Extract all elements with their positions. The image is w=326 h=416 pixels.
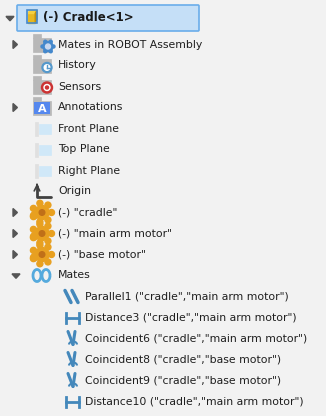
Circle shape xyxy=(44,65,50,70)
Circle shape xyxy=(45,259,51,265)
Circle shape xyxy=(37,200,43,206)
Circle shape xyxy=(41,82,52,93)
Text: Coincident8 ("cradle","base motor"): Coincident8 ("cradle","base motor") xyxy=(85,354,281,364)
Text: Origin: Origin xyxy=(58,186,91,196)
Polygon shape xyxy=(13,104,17,111)
Polygon shape xyxy=(13,40,17,49)
Circle shape xyxy=(30,226,37,233)
Polygon shape xyxy=(13,250,17,258)
Polygon shape xyxy=(13,230,17,238)
Bar xyxy=(39,144,51,154)
Polygon shape xyxy=(28,13,35,22)
Text: Distance10 ("cradle","main arm motor"): Distance10 ("cradle","main arm motor") xyxy=(85,396,304,406)
Circle shape xyxy=(37,240,43,246)
FancyBboxPatch shape xyxy=(17,5,199,31)
Circle shape xyxy=(31,233,37,240)
Circle shape xyxy=(35,248,49,262)
Circle shape xyxy=(44,40,47,43)
Text: History: History xyxy=(58,60,97,70)
Text: Parallel1 ("cradle","main arm motor"): Parallel1 ("cradle","main arm motor") xyxy=(85,292,289,302)
Text: Annotations: Annotations xyxy=(58,102,123,112)
Circle shape xyxy=(49,210,54,215)
Circle shape xyxy=(30,248,37,253)
Circle shape xyxy=(31,254,37,261)
Bar xyxy=(34,102,50,114)
Bar xyxy=(33,59,51,72)
Circle shape xyxy=(44,50,47,53)
Circle shape xyxy=(46,86,49,89)
Circle shape xyxy=(37,242,43,248)
Text: Top Plane: Top Plane xyxy=(58,144,110,154)
Circle shape xyxy=(52,45,55,48)
Text: (-) Cradle<1>: (-) Cradle<1> xyxy=(43,12,134,25)
Bar xyxy=(33,101,51,114)
Bar xyxy=(39,124,51,134)
Circle shape xyxy=(49,40,52,43)
Circle shape xyxy=(31,212,37,219)
Circle shape xyxy=(41,45,44,48)
Text: Mates in ROBOT Assembly: Mates in ROBOT Assembly xyxy=(58,40,202,50)
Bar xyxy=(33,97,41,101)
Circle shape xyxy=(39,252,45,258)
Circle shape xyxy=(37,261,43,267)
Polygon shape xyxy=(13,208,17,216)
Bar xyxy=(35,143,38,156)
Circle shape xyxy=(45,223,51,229)
Text: (-) "cradle": (-) "cradle" xyxy=(58,208,117,218)
Bar xyxy=(39,166,51,176)
Polygon shape xyxy=(12,274,20,278)
Text: A: A xyxy=(38,104,46,114)
Polygon shape xyxy=(35,10,37,22)
Text: Sensors: Sensors xyxy=(58,82,101,92)
Text: Distance3 ("cradle","main arm motor"): Distance3 ("cradle","main arm motor") xyxy=(85,312,297,322)
Text: Mates: Mates xyxy=(58,270,91,280)
Text: Right Plane: Right Plane xyxy=(58,166,120,176)
Bar xyxy=(35,163,38,178)
Bar xyxy=(33,37,51,52)
Bar xyxy=(33,79,51,94)
Bar xyxy=(33,76,41,80)
Bar xyxy=(35,121,38,136)
Text: (-) "main arm motor": (-) "main arm motor" xyxy=(58,228,172,238)
Circle shape xyxy=(45,244,51,250)
Circle shape xyxy=(35,206,49,220)
Circle shape xyxy=(30,255,37,262)
Circle shape xyxy=(30,206,37,211)
Circle shape xyxy=(35,226,49,240)
Circle shape xyxy=(39,210,45,215)
Text: Front Plane: Front Plane xyxy=(58,124,119,134)
Bar xyxy=(33,55,41,59)
Polygon shape xyxy=(28,10,37,13)
Text: (-) "base motor": (-) "base motor" xyxy=(58,250,146,260)
Circle shape xyxy=(44,84,50,91)
Circle shape xyxy=(49,230,54,237)
Text: Coincident6 ("cradle","main arm motor"): Coincident6 ("cradle","main arm motor") xyxy=(85,334,307,344)
Polygon shape xyxy=(6,16,14,21)
Circle shape xyxy=(46,44,51,49)
Text: Coincident9 ("cradle","base motor"): Coincident9 ("cradle","base motor") xyxy=(85,376,281,386)
Circle shape xyxy=(43,42,53,52)
Circle shape xyxy=(49,50,52,53)
Circle shape xyxy=(30,235,37,240)
Circle shape xyxy=(45,202,51,208)
Bar xyxy=(27,10,37,23)
Circle shape xyxy=(49,252,54,258)
Circle shape xyxy=(37,219,43,225)
Bar xyxy=(33,34,41,38)
Circle shape xyxy=(42,62,52,72)
Circle shape xyxy=(30,214,37,220)
Circle shape xyxy=(45,238,51,244)
Circle shape xyxy=(39,231,45,236)
Circle shape xyxy=(37,221,43,227)
Circle shape xyxy=(45,217,51,223)
